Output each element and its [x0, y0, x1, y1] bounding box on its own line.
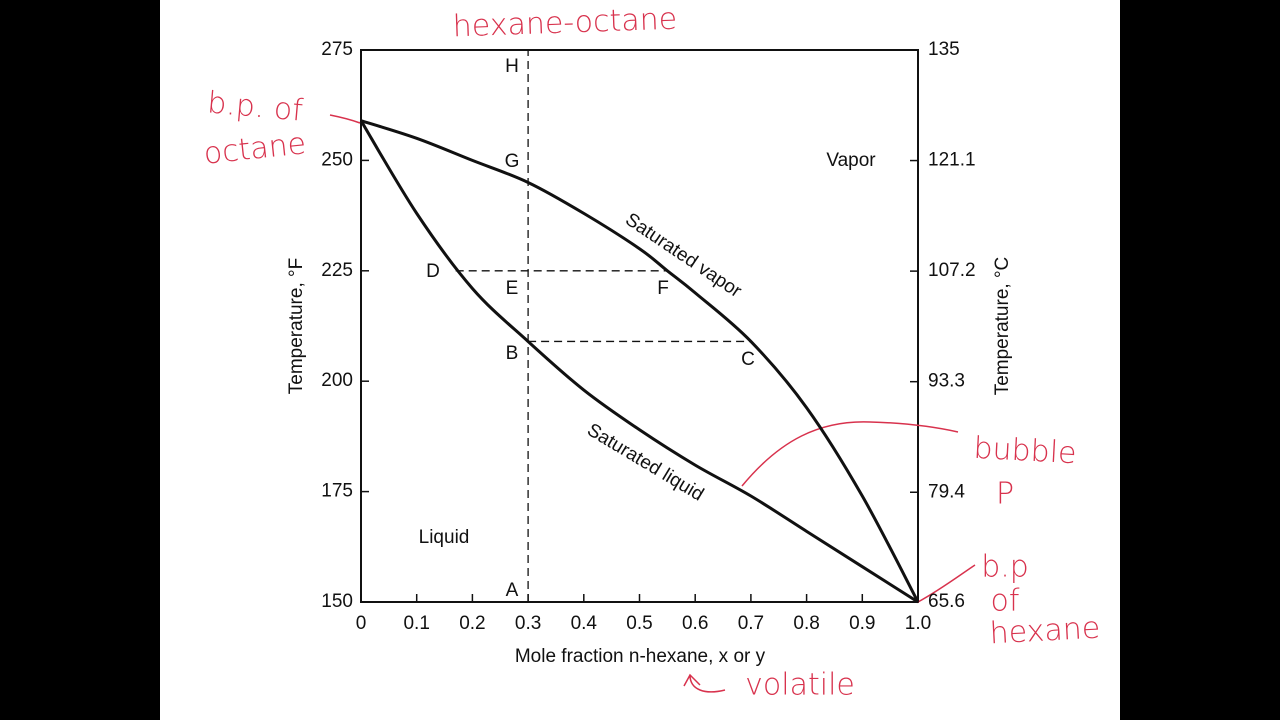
y2-tick-label: 107.2	[928, 260, 976, 281]
y-tick-label: 250	[321, 149, 353, 170]
annotation-pointer	[741, 421, 959, 487]
curve	[360, 119, 920, 603]
point-label: D	[426, 261, 440, 282]
y-tick-label: 200	[321, 370, 353, 391]
x-tick-label: 0.2	[459, 613, 485, 634]
y2-axis-title: Temperature, °C	[992, 257, 1013, 396]
x-tick-label: 0.4	[571, 613, 598, 634]
handwritten-note: volatile	[745, 668, 855, 703]
y2-tick-label: 93.3	[928, 371, 965, 392]
y-axis-title: Temperature, °F	[286, 258, 307, 394]
y2-tick-label: 121.1	[928, 150, 976, 171]
point-label: A	[506, 580, 519, 601]
handwritten-note: P	[996, 477, 1014, 512]
x-tick-label: 1.0	[905, 613, 931, 634]
region-label: Vapor	[826, 150, 876, 171]
curve	[359, 119, 919, 604]
x-tick-label: 0.5	[626, 613, 652, 634]
point-label: H	[505, 56, 519, 77]
y-tick-label: 175	[321, 481, 353, 502]
annotation-pointer	[329, 114, 361, 124]
y-tick-label: 150	[321, 591, 353, 612]
point-label: G	[505, 151, 520, 172]
x-tick-label: 0.9	[849, 613, 875, 634]
x-tick-label: 0.6	[682, 613, 708, 634]
handwritten-note: b.p. of	[206, 85, 305, 128]
y2-tick-label: 135	[928, 39, 960, 60]
x-axis-title: Mole fraction n-hexane, x or y	[515, 646, 766, 667]
y-tick-label: 275	[321, 39, 353, 60]
y2-tick-label: 79.4	[928, 481, 965, 502]
x-tick-label: 0.8	[793, 613, 819, 634]
point-label: F	[657, 278, 669, 299]
annotation-pointer	[917, 564, 976, 603]
y2-tick-label: 65.6	[928, 591, 965, 612]
x-tick-label: 0	[356, 613, 367, 634]
point-label: B	[506, 343, 519, 364]
y-tick-label: 225	[321, 260, 353, 281]
x-tick-label: 0.7	[738, 613, 764, 634]
handwritten-note: hexane-octane	[452, 2, 677, 45]
handwritten-note: bubble	[973, 431, 1078, 471]
handwritten-note: b.p	[981, 550, 1029, 585]
region-label: Liquid	[419, 527, 470, 548]
handwritten-note: of	[991, 584, 1020, 619]
x-tick-label: 0.3	[515, 613, 541, 634]
handwritten-note: hexane	[989, 611, 1101, 652]
x-tick-label: 0.1	[403, 613, 429, 634]
point-label: C	[741, 349, 755, 370]
annotation-arrow	[683, 673, 726, 693]
point-label: E	[506, 278, 519, 299]
